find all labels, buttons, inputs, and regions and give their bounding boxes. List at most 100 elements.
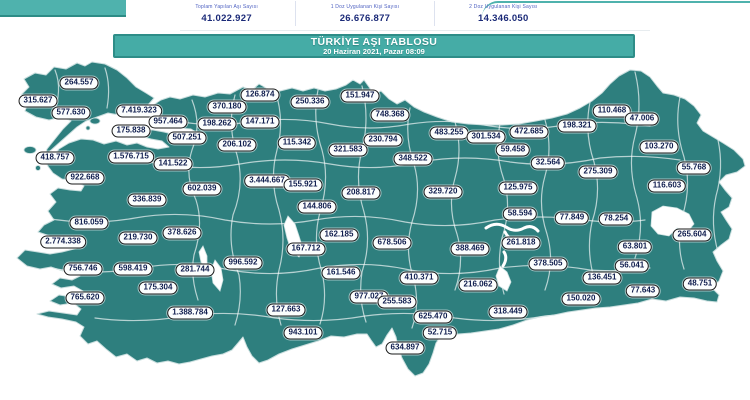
header-stats: Toplam Yapılan Aşı Sayısı 41.022.927 1 D… (158, 1, 572, 26)
stat-second-dose: 2 Doz Uygulanan Kişi Sayısı 14.346.050 (433, 1, 572, 26)
province-value-pill: 151.947 (340, 89, 380, 103)
province-value-pill: 167.712 (286, 242, 326, 256)
province-value-pill: 336.839 (127, 193, 167, 207)
province-value-pill: 275.309 (578, 165, 618, 179)
province-value-pill: 56.041 (614, 259, 650, 273)
province-value-pill: 765.620 (65, 291, 105, 305)
province-value-pill: 32.564 (530, 156, 566, 170)
province-value-pill: 418.757 (35, 151, 75, 165)
province-value-pill: 577.630 (51, 106, 91, 120)
island-bozcaada (35, 165, 41, 171)
province-value-pill: 329.720 (423, 185, 463, 199)
stat-first-dose: 1 Doz Uygulanan Kişi Sayısı 26.676.877 (295, 1, 433, 26)
province-value-pill: 78.254 (598, 212, 634, 226)
stat-first-dose-value: 26.676.877 (339, 13, 391, 24)
province-value-pill: 52.715 (422, 326, 458, 340)
province-value-pill: 125.975 (498, 181, 538, 195)
province-value-pill: 161.546 (321, 266, 361, 280)
province-value-pill: 150.020 (561, 292, 601, 306)
province-value-pill: 136.451 (582, 271, 622, 285)
province-value-pill: 77.643 (625, 284, 661, 298)
province-value-pill: 602.039 (182, 182, 222, 196)
province-value-pill: 59.458 (495, 143, 531, 157)
province-value-pill: 410.371 (399, 271, 439, 285)
province-value-pill: 483.255 (429, 126, 469, 140)
province-value-pill: 250.336 (290, 95, 330, 109)
province-value-pill: 77.849 (554, 211, 590, 225)
province-value-pill: 116.603 (647, 179, 687, 193)
province-value-pill: 264.557 (59, 76, 99, 90)
province-value-pill: 2.774.338 (40, 235, 86, 249)
province-value-pill: 147.171 (240, 115, 280, 129)
stat-second-dose-label: 2 Doz Uygulanan Kişi Sayısı (469, 4, 538, 10)
province-value-pill: 47.006 (624, 112, 660, 126)
province-value-pill: 126.874 (240, 88, 280, 102)
province-value-pill: 144.806 (297, 200, 337, 214)
province-value-pill: 198.321 (557, 119, 597, 133)
province-value-pill: 110.468 (592, 104, 632, 118)
stat-second-dose-value: 14.346.050 (478, 13, 529, 24)
province-value-pill: 175.838 (111, 124, 151, 138)
province-value-pill: 103.270 (639, 140, 679, 154)
province-value-pill: 943.101 (283, 326, 323, 340)
province-value-pill: 507.251 (167, 131, 207, 145)
province-value-pill: 265.604 (672, 228, 712, 242)
province-value-pill: 255.583 (377, 295, 417, 309)
province-value-pill: 996.592 (223, 256, 263, 270)
province-value-pill: 162.185 (319, 228, 359, 242)
stat-total-doses: Toplam Yapılan Aşı Sayısı 41.022.927 (158, 1, 295, 26)
province-value-pill: 175.304 (138, 281, 178, 295)
province-value-pill: 756.746 (63, 262, 103, 276)
header-divider (180, 30, 650, 31)
province-value-pill: 318.449 (488, 305, 528, 319)
province-value-pill: 55.768 (676, 161, 712, 175)
province-value-pill: 378.626 (162, 226, 202, 240)
province-value-pill: 63.801 (617, 240, 653, 254)
province-value-pill: 634.897 (385, 341, 425, 355)
title-bar: TÜRKİYE AŞI TABLOSU 20 Haziran 2021, Paz… (113, 34, 635, 58)
page-date: 20 Haziran 2021, Pazar 08:09 (323, 47, 425, 56)
page-title: TÜRKİYE AŞI TABLOSU (310, 36, 438, 48)
province-value-pill: 141.522 (153, 157, 193, 171)
province-value-pill: 281.744 (175, 263, 215, 277)
province-value-pill: 219.730 (118, 231, 158, 245)
island-marmara (89, 117, 101, 125)
province-value-pill: 321.583 (328, 143, 368, 157)
province-value-pill: 957.464 (148, 115, 188, 129)
province-value-pill: 127.663 (266, 303, 306, 317)
province-value-pill: 206.102 (217, 138, 257, 152)
province-value-pill: 7.419.323 (116, 104, 162, 118)
island-gokceada (23, 146, 37, 154)
province-value-pill: 155.921 (283, 178, 323, 192)
stat-total-doses-label: Toplam Yapılan Aşı Sayısı (195, 4, 258, 10)
province-value-pill: 348.522 (393, 152, 433, 166)
province-value-pill: 922.668 (65, 171, 105, 185)
top-right-accent-arc (482, 1, 750, 17)
province-value-pill: 198.262 (197, 117, 237, 131)
province-value-pill: 48.751 (682, 277, 718, 291)
province-value-pill: 216.062 (458, 278, 498, 292)
province-value-pill: 370.180 (207, 100, 247, 114)
island-avsa (85, 125, 91, 131)
province-value-pill: 115.342 (277, 136, 317, 150)
province-value-pill: 301.534 (466, 130, 506, 144)
province-value-pill: 208.817 (341, 186, 381, 200)
province-value-pill: 315.627 (18, 94, 58, 108)
province-value-pill: 748.368 (370, 108, 410, 122)
stat-total-doses-value: 41.022.927 (201, 13, 252, 24)
province-value-pill: 261.818 (501, 236, 541, 250)
province-value-pill: 625.470 (413, 310, 453, 324)
ataturk-reservoir (495, 265, 512, 292)
province-value-pill: 816.059 (69, 216, 109, 230)
top-left-accent-bar (0, 0, 126, 17)
province-value-pill: 598.419 (113, 262, 153, 276)
province-value-pill: 472.685 (509, 125, 549, 139)
province-value-pill: 1.576.715 (108, 150, 154, 164)
province-value-pill: 678.506 (372, 236, 412, 250)
stat-first-dose-label: 1 Doz Uygulanan Kişi Sayısı (330, 4, 400, 10)
province-value-pill: 388.469 (450, 242, 490, 256)
province-value-pill: 58.594 (502, 207, 538, 221)
